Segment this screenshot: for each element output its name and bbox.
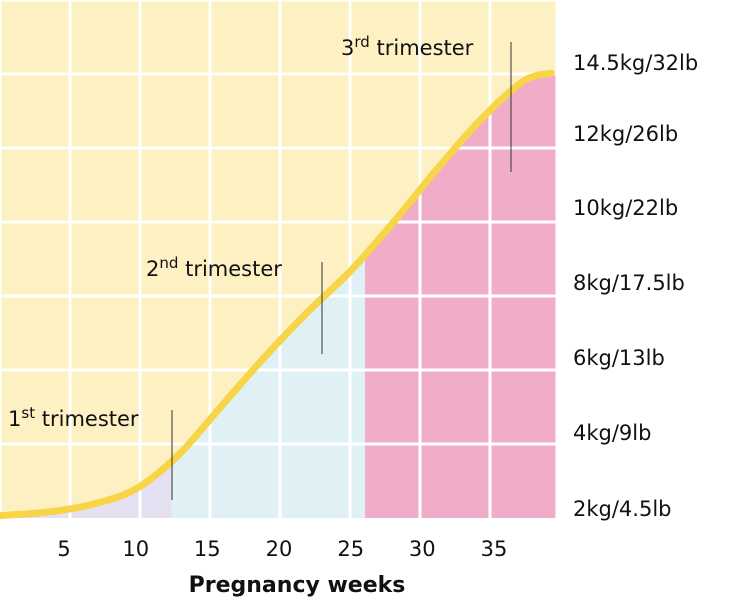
x-axis-title: Pregnancy weeks — [189, 573, 406, 598]
trimester-number: 2 — [146, 257, 159, 281]
x-tick-label: 35 — [481, 537, 508, 561]
trimester-label-1: 1st trimester — [8, 404, 139, 431]
y-tick-label: 14.5kg/32lb — [573, 51, 698, 75]
y-tick-label: 8kg/17.5lb — [573, 271, 685, 295]
x-tick-label: 5 — [57, 537, 70, 561]
trimester-ordinal-suffix: st — [21, 404, 35, 422]
x-tick-label: 10 — [122, 537, 149, 561]
x-tick-label: 20 — [266, 537, 293, 561]
trimester-ordinal-suffix: nd — [159, 254, 178, 272]
trimester-label-2: 2nd trimester — [146, 254, 282, 281]
weight-gain-line — [0, 69, 555, 520]
x-tick-label: 30 — [409, 537, 436, 561]
y-tick-label: 2kg/4.5lb — [573, 497, 672, 521]
trimester-label-3: 3rd trimester — [341, 33, 474, 60]
y-tick-label: 12kg/26lb — [573, 122, 678, 146]
x-tick-label: 25 — [337, 537, 364, 561]
trimester-word: trimester — [370, 36, 474, 60]
y-tick-label: 6kg/13lb — [573, 346, 665, 370]
y-tick-label: 4kg/9lb — [573, 421, 651, 445]
y-tick-label: 10kg/22lb — [573, 196, 678, 220]
trimester-number: 3 — [341, 36, 354, 60]
trimester-word: trimester — [178, 257, 282, 281]
trimester-ordinal-suffix: rd — [354, 33, 369, 51]
trimester-number: 1 — [8, 407, 21, 431]
x-tick-label: 15 — [194, 537, 221, 561]
trimester-word: trimester — [35, 407, 139, 431]
